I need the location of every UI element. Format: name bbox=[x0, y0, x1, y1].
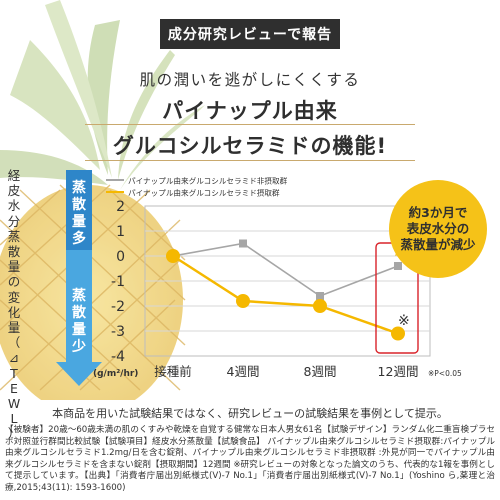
significance-note: ※P<0.05 bbox=[428, 369, 462, 378]
unit-label: (g/m²/hr) bbox=[93, 369, 138, 379]
subtitle: 肌の潤いを逃がしにくくする bbox=[139, 71, 361, 89]
y-axis-label-char: の bbox=[7, 274, 21, 290]
legend-entry: パイナップル由来グルコシルセラミド摂取群 bbox=[128, 188, 280, 198]
y-axis-label-char: 分 bbox=[7, 213, 21, 229]
arrow-bottom-char: 量 bbox=[72, 322, 86, 338]
series-line bbox=[172, 242, 399, 297]
callout-line-2: 表皮水分の bbox=[406, 221, 470, 236]
series-point bbox=[313, 299, 327, 313]
arrow-top-char: 多 bbox=[72, 230, 86, 247]
y-tick-label: -1 bbox=[111, 274, 125, 290]
headline-line-2: グルコシルセラミドの機能! bbox=[112, 134, 388, 158]
y-axis-label-char: 量 bbox=[7, 259, 21, 275]
callout-bubble: 約3か月で 表皮水分の 蒸散量が減少 bbox=[389, 180, 487, 278]
arrow-top-char: 散 bbox=[72, 196, 87, 213]
headline-underline-2 bbox=[85, 160, 415, 161]
y-tick-label: -3 bbox=[111, 324, 125, 340]
arrow-bottom-char: 少 bbox=[71, 338, 86, 355]
y-tick-label: 2 bbox=[116, 199, 125, 215]
y-axis-label-char: T bbox=[10, 365, 18, 381]
y-axis-label-char: 散 bbox=[7, 244, 21, 260]
x-tick-label: 4週間 bbox=[227, 364, 260, 379]
x-tick-labels: 接種前 4週間 8週間 12週間 (g/m²/hr) ※P<0.05 bbox=[93, 364, 462, 379]
y-axis-label-char: （ bbox=[7, 335, 21, 351]
chart-series bbox=[166, 239, 405, 341]
y-axis-label-char: 皮 bbox=[7, 183, 21, 199]
y-axis-label-char: L bbox=[10, 411, 18, 427]
callout-line-1: 約3か月で bbox=[408, 205, 468, 220]
chart-legend: パイナップル由来グルコシルセラミド非摂取群パイナップル由来グルコシルセラミド摂取… bbox=[106, 176, 288, 198]
arrow-top-char: 蒸 bbox=[72, 179, 86, 196]
series-point bbox=[391, 326, 405, 341]
arrow-top-char: 量 bbox=[72, 214, 86, 230]
callout-line-3: 蒸散量が減少 bbox=[400, 237, 476, 252]
chart-grid bbox=[144, 205, 431, 357]
arrow-bottom-char: 散 bbox=[72, 304, 87, 321]
legend-entry: パイナップル由来グルコシルセラミド非摂取群 bbox=[128, 176, 288, 186]
disclaimer: 本商品を用いた試験結果ではなく、研究レビューの試験結果を事例として提示。 bbox=[52, 407, 448, 420]
arrow-bottom-char: 蒸 bbox=[72, 287, 86, 304]
report-banner: 成分研究レビューで報告 bbox=[160, 19, 340, 49]
x-tick-label: 接種前 bbox=[154, 364, 192, 379]
arrow-bottom-segment bbox=[66, 250, 92, 362]
y-axis-label-char: 水 bbox=[7, 198, 21, 214]
y-axis-label-char: 蒸 bbox=[7, 228, 21, 244]
y-axis-label-char: ） bbox=[7, 426, 21, 442]
y-axis-label-char: ⊿ bbox=[8, 350, 20, 366]
y-axis-label-char: 量 bbox=[7, 320, 21, 336]
headline-line-1: パイナップル由来 bbox=[162, 99, 338, 123]
series-line bbox=[172, 254, 399, 335]
y-axis-label-char: E bbox=[10, 380, 18, 396]
y-axis-label-char: 経 bbox=[7, 168, 21, 183]
y-tick-label: -4 bbox=[111, 349, 125, 365]
headline-underline-1 bbox=[85, 124, 415, 125]
y-tick-label: 1 bbox=[116, 224, 125, 240]
series-point bbox=[166, 249, 180, 263]
y-axis-label-char: 化 bbox=[7, 304, 21, 320]
y-axis-label-char: 変 bbox=[7, 289, 21, 305]
y-tick-label: 0 bbox=[116, 249, 125, 265]
arrow-head bbox=[56, 362, 102, 386]
x-tick-label: 12週間 bbox=[378, 364, 419, 379]
arrow-top-segment bbox=[66, 170, 92, 250]
series-point bbox=[316, 292, 324, 300]
series-point bbox=[394, 262, 402, 270]
y-axis-label: 経皮水分蒸散量の変化量（⊿ T E W L） bbox=[3, 168, 25, 442]
y-axis-label-char: W bbox=[7, 396, 21, 412]
x-tick-label: 8週間 bbox=[304, 364, 337, 379]
series-point bbox=[236, 294, 250, 308]
significance-mark: ※ bbox=[398, 313, 410, 329]
y-tick-label: -2 bbox=[111, 299, 125, 315]
study-details: 【被験者】20歳～60歳未満の肌のくすみや乾燥を自覚する健常な日本人男女61名【… bbox=[5, 425, 495, 493]
series-point bbox=[239, 239, 247, 248]
y-tick-labels: 2 1 0 -1 -2 -3 -4 bbox=[111, 199, 125, 365]
